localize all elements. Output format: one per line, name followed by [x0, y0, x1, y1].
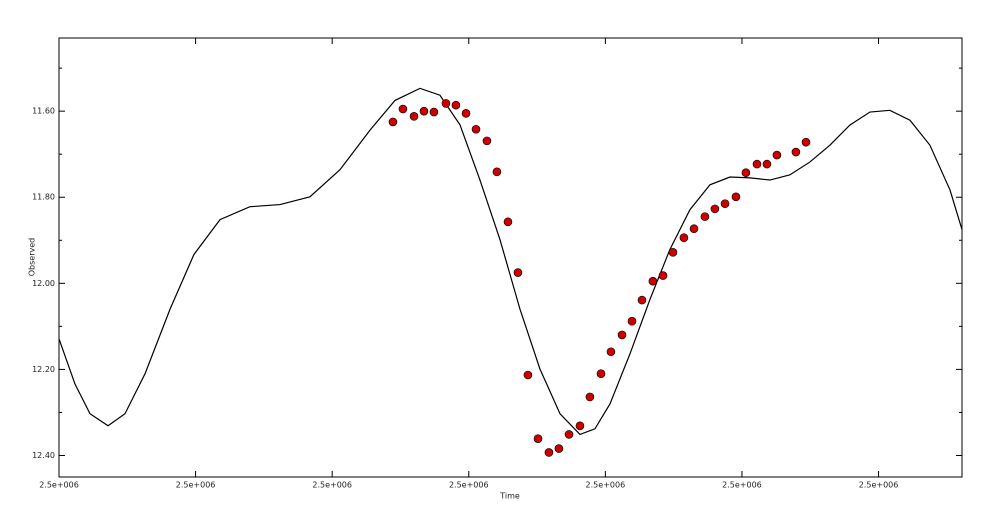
data-point: [544, 448, 554, 457]
x-tick-label: 2.5e+006: [586, 481, 626, 490]
data-point: [679, 233, 689, 243]
data-point: [596, 369, 606, 379]
data-point: [658, 271, 668, 280]
data-point: [617, 330, 627, 340]
y-tick-label: 11.60: [32, 107, 55, 116]
data-point: [585, 392, 595, 402]
data-point: [752, 159, 762, 169]
data-point: [762, 159, 772, 169]
data-point: [668, 248, 678, 257]
data-point: [441, 99, 451, 108]
x-tick-label: 2.5e+006: [312, 481, 352, 490]
data-point: [409, 112, 419, 121]
data-point: [772, 150, 782, 160]
y-tick-label: 12.20: [32, 365, 55, 374]
y-axis-label: Observed: [28, 238, 37, 277]
data-point: [564, 430, 574, 439]
data-point: [388, 117, 398, 127]
x-tick-label: 2.5e+006: [722, 481, 762, 490]
data-point: [398, 104, 408, 114]
x-tick-label: 2.5e+006: [859, 481, 899, 490]
data-point: [700, 212, 710, 221]
data-point: [637, 295, 647, 305]
data-point: [492, 167, 502, 177]
data-point: [648, 276, 658, 286]
data-point: [731, 192, 741, 202]
data-point: [689, 224, 699, 233]
data-point: [451, 100, 461, 110]
x-tick-label: 2.5e+006: [176, 481, 216, 490]
data-point: [627, 316, 637, 326]
data-point: [461, 109, 471, 118]
data-point: [801, 137, 811, 147]
data-point: [710, 204, 720, 214]
y-tick-label: 11.80: [32, 193, 55, 202]
x-tick-label: 2.5e+006: [449, 481, 489, 490]
data-point: [429, 107, 439, 117]
data-point: [419, 106, 429, 116]
plot-frame: [58, 37, 963, 478]
model-curve: [58, 87, 963, 436]
data-point: [741, 168, 751, 178]
data-point: [482, 136, 492, 146]
data-point: [720, 199, 730, 209]
x-tick-label: 2.5e+006: [39, 481, 79, 490]
data-point: [606, 347, 616, 357]
data-point: [533, 434, 543, 443]
y-tick-label: 12.40: [32, 451, 55, 460]
data-point: [575, 421, 585, 431]
data-point: [471, 124, 481, 134]
data-point: [791, 147, 801, 157]
x-axis-label: Time: [499, 492, 520, 501]
data-point: [554, 444, 564, 453]
y-tick-label: 12.00: [32, 279, 55, 288]
data-point: [523, 370, 533, 380]
data-point: [513, 268, 523, 277]
data-point: [503, 217, 513, 227]
